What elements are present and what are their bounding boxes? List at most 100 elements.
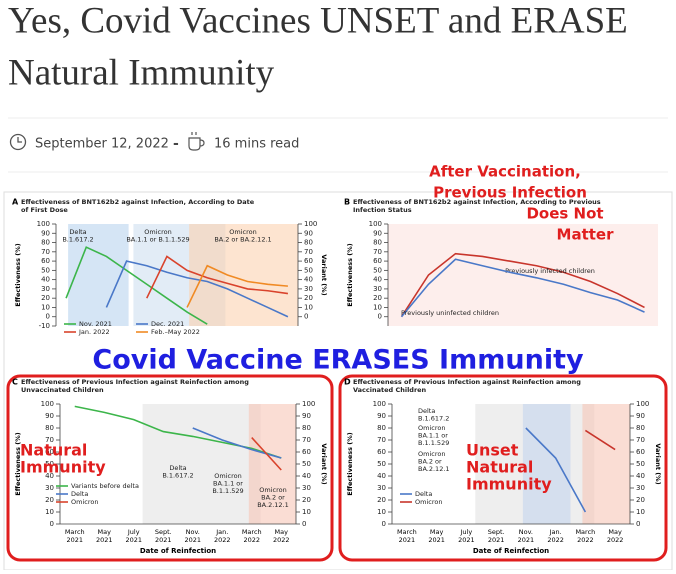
y-tick-label: 0 (378, 313, 382, 321)
variant-label: Omicron (418, 450, 445, 458)
clock-icon (9, 133, 27, 151)
x-tick-label: 2022 (214, 536, 231, 544)
y-tick-label: 50 (377, 460, 386, 468)
x-tick-label: 2021 (125, 536, 142, 544)
variant-label: B.1.1.529 (212, 487, 243, 495)
variant-label: BA.2 or BA.2.12.1 (214, 236, 271, 244)
y2-tick-label: 50 (636, 460, 645, 468)
variant-label: Delta (418, 407, 435, 415)
variant-label: BA.1.1 or (213, 480, 243, 488)
y2-axis-label: Variant (%) (320, 443, 328, 484)
x-tick-label: Nov. (186, 528, 200, 536)
y2-tick-label: 70 (302, 436, 311, 444)
variant-label: B.1.617.2 (418, 415, 449, 423)
x-axis-label: Date of Reinfection (140, 547, 216, 555)
x-tick-label: March (397, 528, 417, 536)
variant-label: B.1.1.529 (418, 439, 449, 447)
variant-band (582, 404, 630, 524)
variant-label: BA.1.1 or B.1.1.529 (126, 236, 189, 244)
y-tick-label: 60 (41, 257, 50, 265)
x-tick-label: 2021 (458, 536, 475, 544)
overlay-text: After Vaccination, (429, 163, 581, 181)
y-tick-label: 50 (41, 266, 50, 274)
y2-tick-label: 20 (636, 496, 645, 504)
overlay-text: Matter (557, 226, 615, 244)
panel-letter: C (12, 378, 18, 387)
panel-letter: A (12, 198, 19, 207)
separator: - (173, 136, 179, 152)
panel-letter: D (344, 378, 351, 387)
y2-tick-label: 10 (304, 303, 313, 311)
x-tick-label: 2022 (547, 536, 564, 544)
overlay-text: Natural (20, 441, 87, 460)
x-tick-label: Sept. (155, 528, 172, 536)
y-tick-label: 60 (373, 257, 382, 265)
y2-tick-label: 40 (636, 472, 645, 480)
x-tick-label: Jan. (549, 528, 562, 536)
post-date: September 12, 2022 (35, 137, 169, 152)
variant-band (142, 404, 261, 524)
y2-tick-label: 60 (636, 448, 645, 456)
y-tick-label: 0 (46, 313, 50, 321)
variant-label: Omicron (418, 424, 445, 432)
y-tick-label: 100 (373, 400, 386, 408)
variant-label: BA.2.12.1 (257, 501, 289, 509)
y2-tick-label: 40 (302, 472, 311, 480)
panel-title: Effectiveness of BNT162b2 against Infect… (353, 198, 601, 206)
variant-label: Omicron (259, 486, 286, 494)
x-tick-label: July (127, 528, 140, 536)
panel-title: Effectiveness of BNT162b2 against Infect… (21, 198, 255, 206)
legend-label: Jan. 2022 (78, 328, 110, 336)
overlay-text: Immunity (20, 458, 106, 477)
y2-tick-label: 90 (304, 229, 313, 237)
panel-title: Effectiveness of Previous Infection agai… (353, 378, 581, 386)
legend-label: Delta (71, 490, 88, 498)
variant-label: Delta (169, 464, 186, 472)
y-tick-label: 0 (382, 520, 386, 528)
series-line (105, 260, 289, 318)
y-tick-label: 20 (45, 496, 54, 504)
y-tick-label: 60 (45, 448, 54, 456)
series-label: Previously uninfected children (401, 309, 499, 317)
overlay-text: Natural (466, 458, 533, 477)
y2-tick-label: 0 (636, 520, 640, 528)
x-tick-label: 2021 (428, 536, 445, 544)
y-tick-label: 80 (377, 424, 386, 432)
y-tick-label: 20 (41, 294, 50, 302)
y2-tick-label: 80 (302, 424, 311, 432)
variant-label: Omicron (214, 472, 241, 480)
variant-band (189, 224, 298, 326)
y2-tick-label: 90 (636, 412, 645, 420)
y-tick-label: 30 (377, 484, 386, 492)
y-tick-label: 90 (45, 412, 54, 420)
panel-title: Infection Status (353, 206, 412, 214)
y-tick-label: 100 (369, 220, 382, 228)
variant-label: BA.2 or (261, 494, 285, 502)
variant-label: Omicron (144, 228, 171, 236)
legend-label: Omicron (415, 498, 442, 506)
legend-label: Variants before delta (71, 482, 139, 490)
y-tick-label: 40 (41, 276, 50, 284)
variant-band (68, 224, 129, 326)
y-tick-label: 100 (41, 400, 54, 408)
y2-tick-label: 50 (302, 460, 311, 468)
y-tick-label: 100 (37, 220, 50, 228)
y-tick-label: 30 (45, 484, 54, 492)
overlay-text: Unset (466, 441, 519, 460)
y-tick-label: 70 (377, 436, 386, 444)
y2-tick-label: 40 (304, 276, 313, 284)
y2-tick-label: 30 (636, 484, 645, 492)
y-tick-label: 90 (377, 412, 386, 420)
x-axis-label: Date of Reinfection (473, 547, 549, 555)
overlay-text: Previous Infection (433, 184, 587, 202)
panel-border (6, 374, 334, 562)
y-axis-label: Effectiveness (%) (346, 432, 354, 495)
article-title: Natural Immunity (8, 52, 275, 93)
y2-tick-label: 10 (636, 508, 645, 516)
cup-icon (188, 132, 205, 151)
y2-tick-label: 70 (636, 436, 645, 444)
y-tick-label: 10 (373, 303, 382, 311)
y-tick-label: 10 (41, 303, 50, 311)
panel-letter: B (344, 198, 350, 207)
